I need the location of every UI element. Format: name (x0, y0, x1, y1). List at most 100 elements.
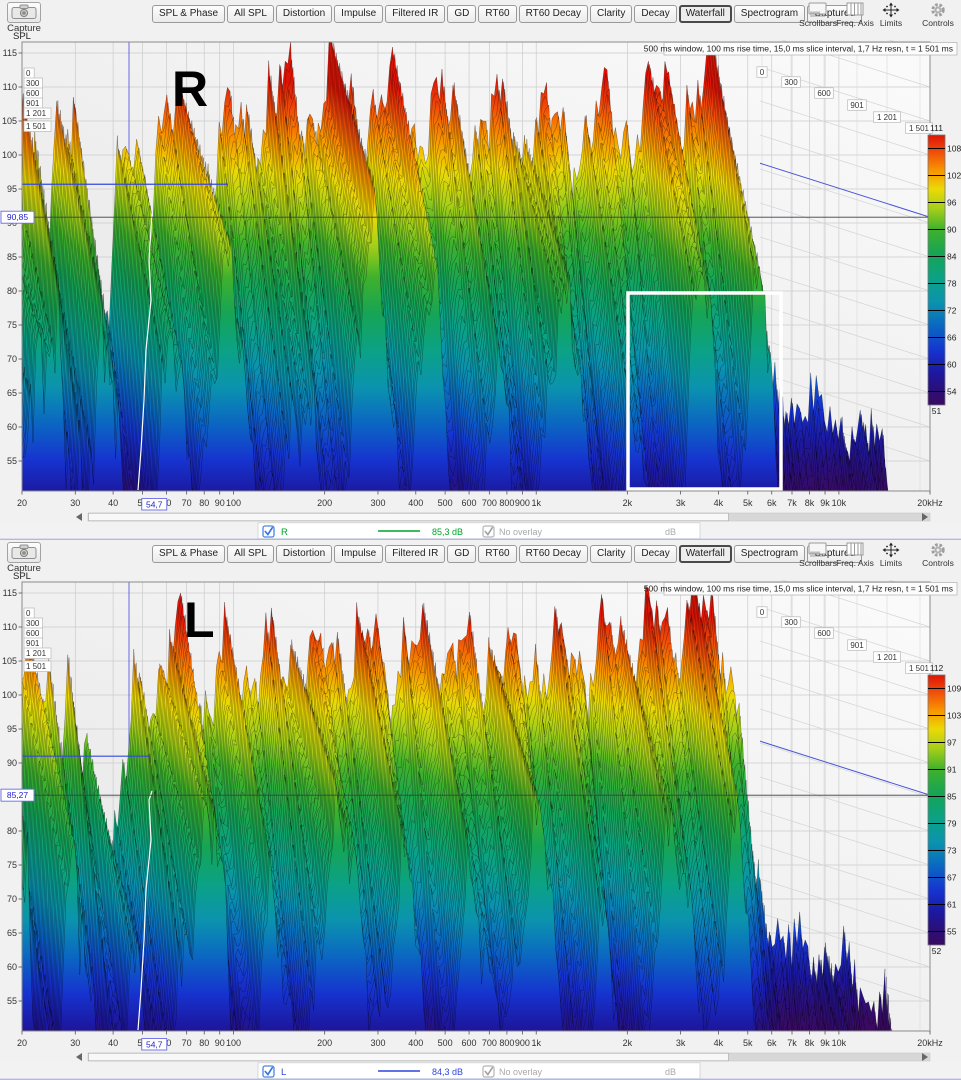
info-box (663, 582, 958, 596)
tab-rt60-decay[interactable]: RT60 Decay (518, 545, 588, 563)
spl-cursor-box (0, 788, 35, 802)
scrollbars-button[interactable]: Scrollbars (793, 2, 843, 28)
tab-impulse[interactable]: Impulse (334, 545, 384, 563)
tab-waterfall[interactable]: Waterfall (678, 5, 732, 23)
freq-axis-button[interactable]: Freq. Axis (835, 542, 875, 568)
time-label: 1 501 (26, 122, 47, 131)
controls-button[interactable]: Controls (915, 2, 961, 28)
time-label: 300 (26, 79, 40, 88)
freq-axis-label: Freq. Axis (836, 558, 874, 568)
tab-rt60-decay[interactable]: RT60 Decay (518, 5, 588, 23)
overlay-check-icon (484, 1066, 494, 1076)
tab-decay[interactable]: Decay (634, 5, 677, 23)
x-tick-label: 9k (820, 1038, 830, 1048)
gear-icon (931, 543, 945, 557)
colorbar-tick-label: 84 (947, 251, 957, 261)
legend: L 84,3 dB No overlay dB (0, 1061, 961, 1080)
scrollbars-label: Scrollbars (799, 558, 837, 568)
scrollbar-thumb[interactable] (88, 512, 729, 522)
horizontal-scrollbar[interactable] (76, 1052, 931, 1062)
freq-cursor-box (141, 1038, 168, 1051)
waterfall-surface (22, 582, 893, 1031)
limits-button[interactable]: Limits (873, 542, 909, 568)
x-tick-label: 4k (714, 1038, 724, 1048)
freq-axis-button[interactable]: Freq. Axis (835, 2, 875, 28)
x-tick-label: 40 (108, 498, 118, 508)
colorbar-tick-label: 55 (947, 926, 957, 936)
y-tick-label: 90 (7, 758, 17, 768)
y-tick-label: 80 (7, 826, 17, 836)
x-tick-label: 100 (226, 1038, 241, 1048)
spl-cursor-box (0, 210, 35, 224)
waterfall-plot-R[interactable]: R 500 ms window, 100 ms rise time, 15,0 m… (0, 40, 961, 540)
x-tick-label: 300 (370, 498, 385, 508)
capture-button[interactable] (7, 2, 41, 23)
tab-spectrogram[interactable]: Spectrogram (733, 545, 806, 563)
tab-spectrogram[interactable]: Spectrogram (733, 5, 806, 23)
tab-waterfall[interactable]: Waterfall (678, 545, 732, 563)
tab-gd[interactable]: GD (447, 545, 477, 563)
tab-all-spl[interactable]: All SPL (227, 5, 274, 23)
colorbar-tick-label: 78 (947, 278, 957, 288)
waterfall-surface (22, 42, 889, 491)
tab-clarity[interactable]: Clarity (590, 5, 633, 23)
tab-clarity[interactable]: Clarity (590, 545, 633, 563)
colorbar-tick-label: 102 (947, 170, 961, 180)
scroll-left-arrow[interactable] (76, 1053, 82, 1061)
x-tick-label: 90 (215, 498, 225, 508)
scrollbar-thumb[interactable] (88, 1052, 729, 1062)
colorbar-tick-label: 85 (947, 791, 957, 801)
trace-value: 85,3 dB (432, 527, 463, 537)
capture-button[interactable] (7, 542, 41, 563)
scrollbars-button[interactable]: Scrollbars (793, 542, 843, 568)
tab-filtered-ir[interactable]: Filtered IR (385, 545, 446, 563)
y-tick-label: 110 (3, 82, 17, 92)
tab-filtered-ir[interactable]: Filtered IR (385, 5, 446, 23)
colorbar-tick-label: 54 (947, 386, 957, 396)
horizontal-scrollbar[interactable] (76, 512, 931, 522)
y-tick-label: 115 (3, 588, 17, 598)
time-label: 1 501 (909, 124, 930, 133)
tab-impulse[interactable]: Impulse (334, 5, 384, 23)
scroll-left-arrow[interactable] (76, 513, 82, 521)
controls-button[interactable]: Controls (915, 542, 961, 568)
tab-all-spl[interactable]: All SPL (227, 545, 274, 563)
tab-spl-phase[interactable]: SPL & Phase (152, 5, 226, 23)
x-tick-label: 700 (482, 1038, 497, 1048)
y-tick-label: 70 (7, 354, 17, 364)
tab-decay[interactable]: Decay (634, 545, 677, 563)
y-tick-label: 115 (3, 48, 17, 58)
x-tick-label: 400 (408, 1038, 423, 1048)
tab-rt60[interactable]: RT60 (478, 5, 517, 23)
tab-rt60[interactable]: RT60 (478, 545, 517, 563)
x-tick-label: 400 (408, 498, 423, 508)
time-label: 300 (784, 78, 798, 87)
limits-button[interactable]: Limits (873, 2, 909, 28)
overlay-unit: dB (665, 527, 676, 537)
time-label: 600 (817, 629, 831, 638)
colorbar-tick-label: 61 (947, 899, 957, 909)
colorbar-tick-label: 109 (947, 683, 961, 693)
x-tick-label: 30 (70, 1038, 80, 1048)
colorbar-max-label: 112 (930, 663, 944, 673)
scroll-right-arrow[interactable] (922, 513, 928, 521)
scroll-right-arrow[interactable] (922, 1053, 928, 1061)
tab-spl-phase[interactable]: SPL & Phase (152, 545, 226, 563)
time-label: 901 (26, 99, 40, 108)
colorbar-tick-label: 72 (947, 305, 957, 315)
tab-strip: SPL & Phase All SPL Distortion Impulse Filte… (150, 5, 863, 23)
tab-distortion[interactable]: Distortion (275, 5, 333, 23)
waterfall-plot-L[interactable]: L 500 ms window, 100 ms rise time, 15,0 m… (0, 580, 961, 1080)
tab-gd[interactable]: GD (447, 5, 477, 23)
tab-distortion[interactable]: Distortion (275, 545, 333, 563)
x-tick-label: 4k (714, 498, 724, 508)
overlay-label: No overlay (499, 527, 543, 537)
toolbar: Capture SPL SPL & Phase All SPL Distortion… (0, 0, 961, 42)
time-label: 1 201 (877, 653, 898, 662)
colorbar-tick-label: 103 (947, 710, 961, 720)
overlay-check-icon (484, 526, 494, 536)
y-tick-label: 65 (7, 388, 17, 398)
time-label: 0 (26, 609, 31, 618)
x-tick-label: 600 (462, 498, 477, 508)
